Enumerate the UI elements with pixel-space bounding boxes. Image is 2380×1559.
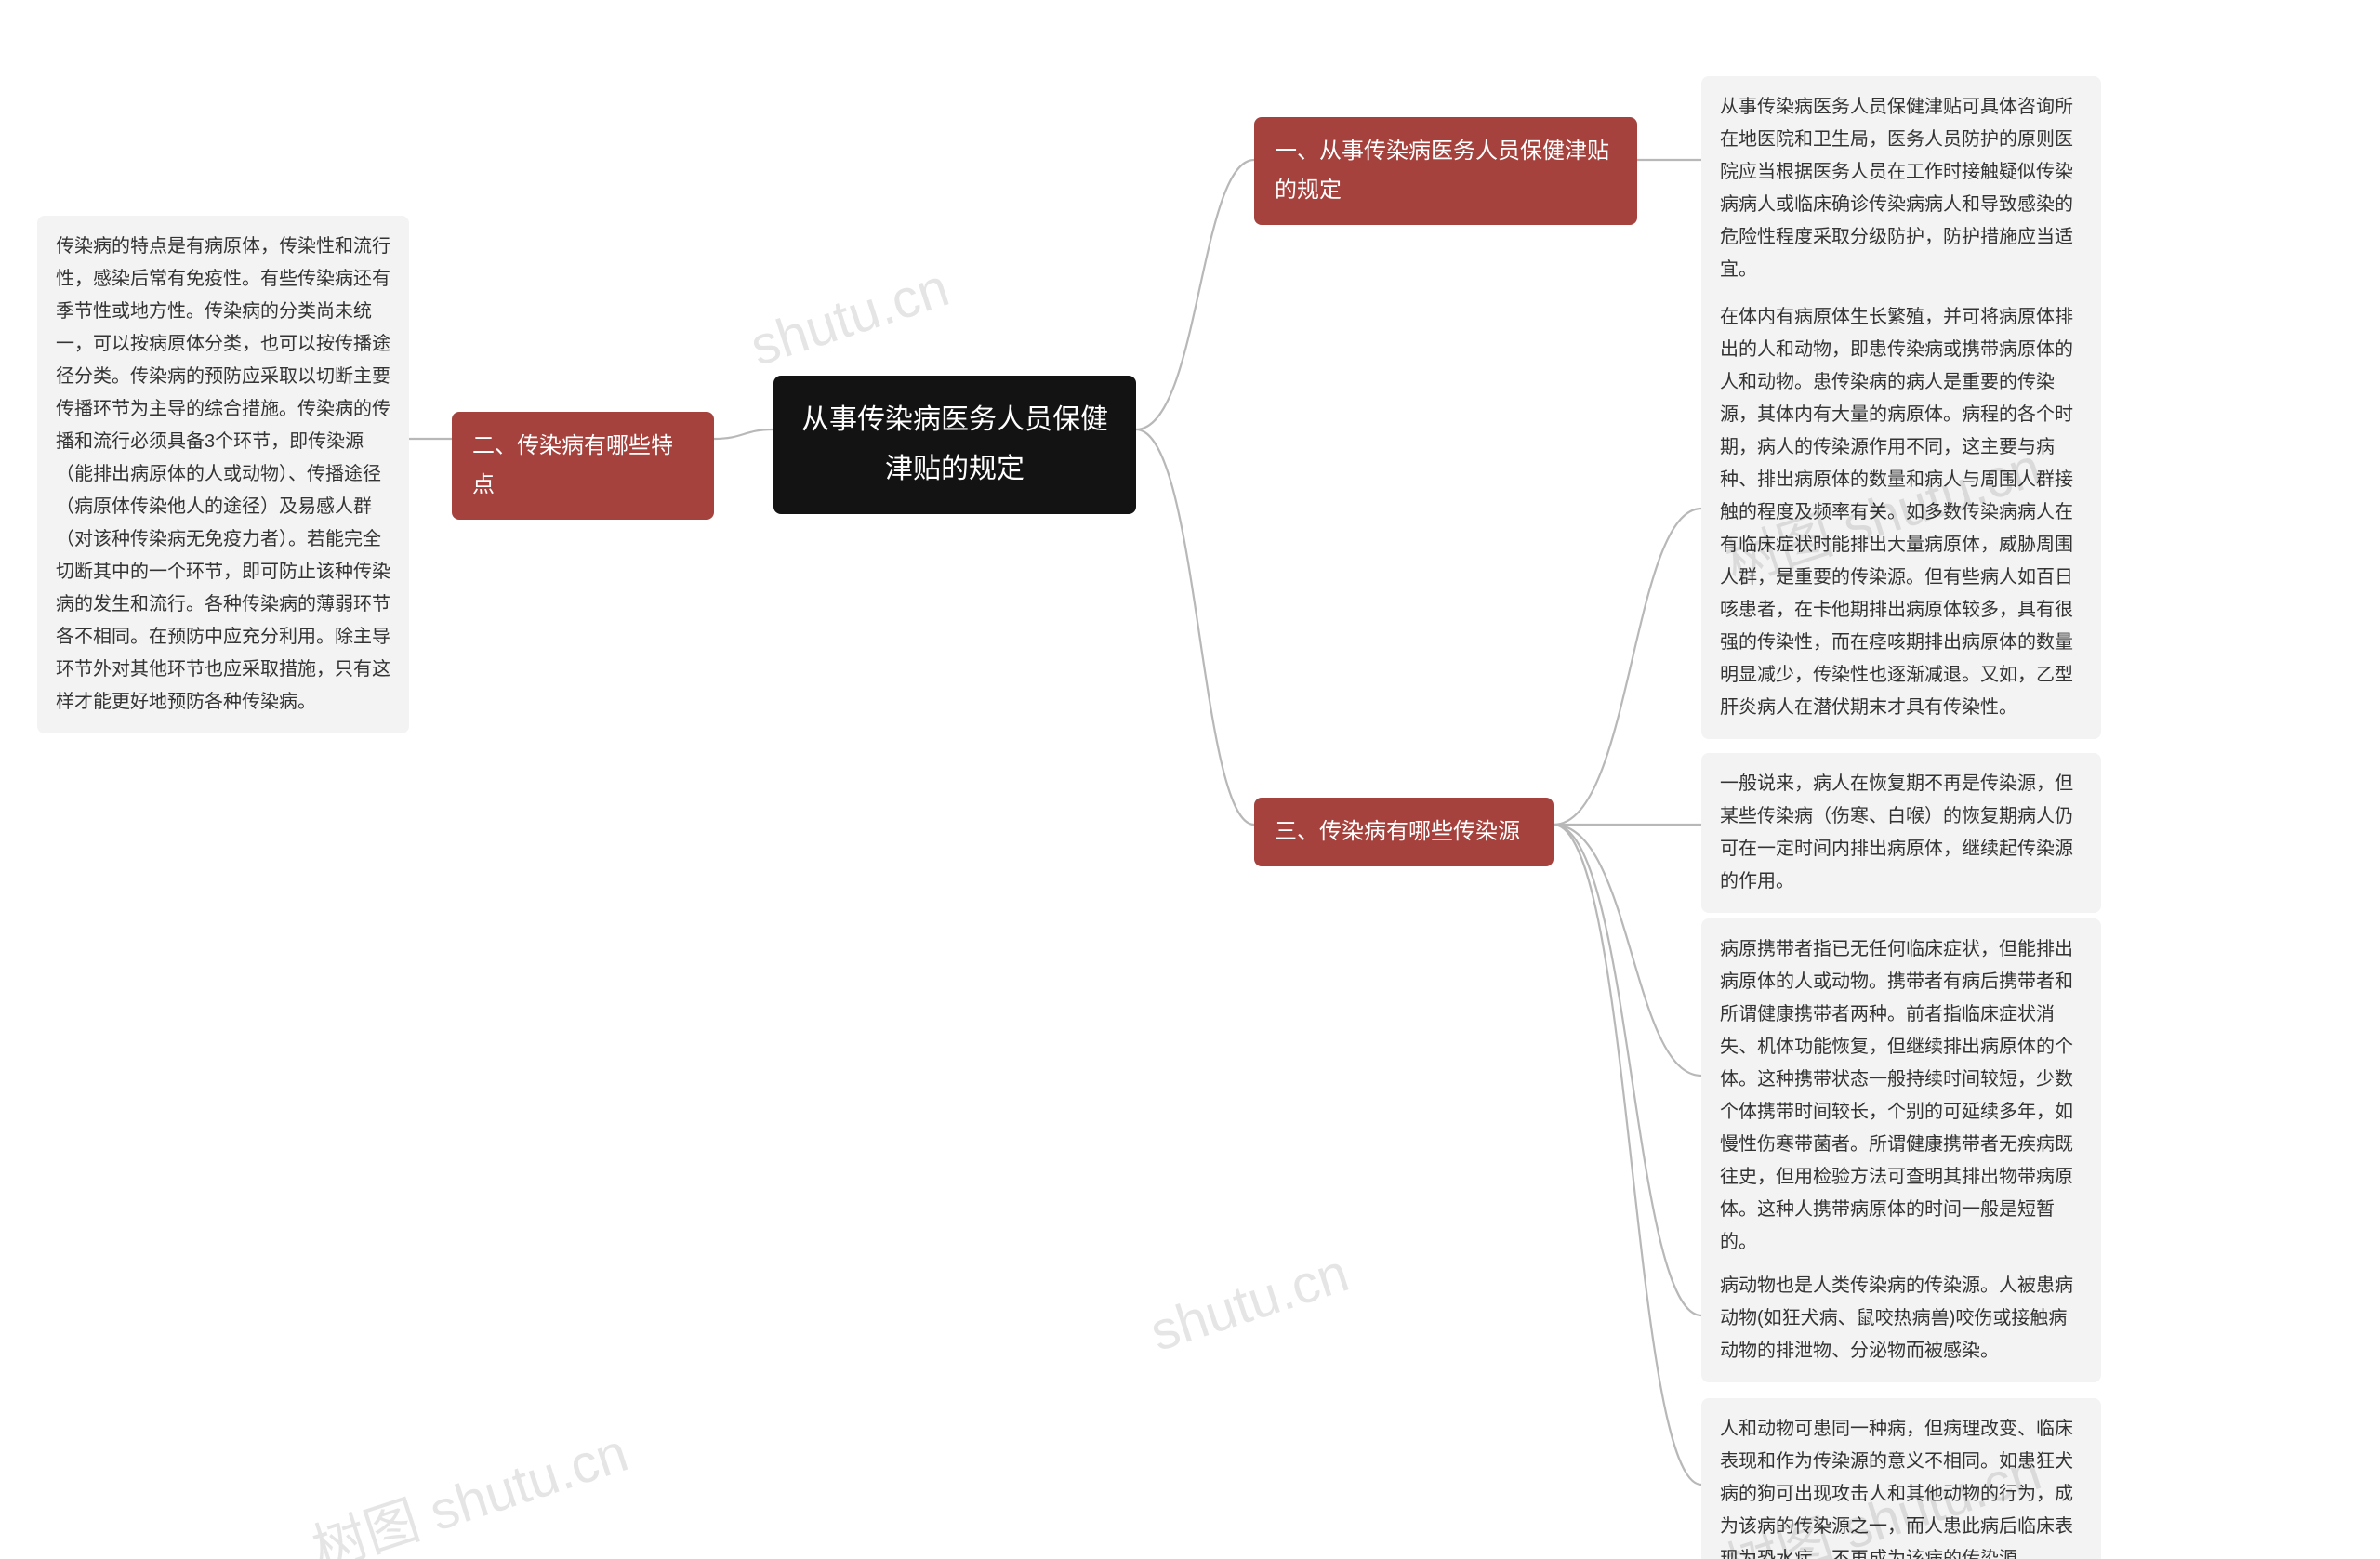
leaf-3-1-text: 在体内有病原体生长繁殖，并可将病原体排出的人和动物，即患传染病或携带病原体的人和… bbox=[1720, 307, 2073, 718]
root-line2: 津贴的规定 bbox=[885, 454, 1025, 484]
leaf-3-2[interactable]: 一般说来，病人在恢复期不再是传染源，但某些传染病（伤寒、白喉）的恢复期病人仍可在… bbox=[1701, 753, 2101, 913]
leaf-3-4[interactable]: 病动物也是人类传染病的传染源。人被患病动物(如狂犬病、鼠咬热病兽)咬伤或接触病动… bbox=[1701, 1255, 2101, 1382]
branch-2-text: 二、传染病有哪些特点 bbox=[472, 433, 673, 497]
root-line1: 从事传染病医务人员保健 bbox=[801, 404, 1108, 435]
leaf-3-5-text: 人和动物可患同一种病，但病理改变、临床表现和作为传染源的意义不相同。如患狂犬病的… bbox=[1720, 1419, 2073, 1559]
branch-2[interactable]: 二、传染病有哪些特点 bbox=[452, 412, 714, 520]
leaf-3-3-text: 病原携带者指已无任何临床症状，但能排出病原体的人或动物。携带者有病后携带者和所谓… bbox=[1720, 939, 2073, 1252]
branch-1-line1: 一、从事传染病医务人员保健津贴 bbox=[1275, 139, 1609, 164]
watermark-4: shutu.cn bbox=[1143, 1242, 1355, 1364]
root-node[interactable]: 从事传染病医务人员保健 津贴的规定 bbox=[774, 376, 1136, 514]
leaf-3-4-text: 病动物也是人类传染病的传染源。人被患病动物(如狂犬病、鼠咬热病兽)咬伤或接触病动… bbox=[1720, 1275, 2073, 1361]
watermark-3: 树图 shutu.cn bbox=[301, 1409, 636, 1559]
leaf-3-5[interactable]: 人和动物可患同一种病，但病理改变、临床表现和作为传染源的意义不相同。如患狂犬病的… bbox=[1701, 1398, 2101, 1559]
leaf-2[interactable]: 传染病的特点是有病原体，传染性和流行性，感染后常有免疫性。有些传染病还有季节性或… bbox=[37, 216, 409, 733]
leaf-3-2-text: 一般说来，病人在恢复期不再是传染源，但某些传染病（伤寒、白喉）的恢复期病人仍可在… bbox=[1720, 773, 2073, 892]
branch-3-text: 三、传染病有哪些传染源 bbox=[1275, 819, 1520, 844]
branch-1-line2: 的规定 bbox=[1275, 178, 1342, 203]
leaf-1[interactable]: 从事传染病医务人员保健津贴可具体咨询所在地医院和卫生局，医务人员防护的原则医院应… bbox=[1701, 76, 2101, 301]
watermark-1: shutu.cn bbox=[743, 257, 956, 378]
leaf-1-text: 从事传染病医务人员保健津贴可具体咨询所在地医院和卫生局，医务人员防护的原则医院应… bbox=[1720, 97, 2073, 280]
branch-1[interactable]: 一、从事传染病医务人员保健津贴 的规定 bbox=[1254, 117, 1637, 225]
leaf-3-3[interactable]: 病原携带者指已无任何临床症状，但能排出病原体的人或动物。携带者有病后携带者和所谓… bbox=[1701, 918, 2101, 1274]
branch-3[interactable]: 三、传染病有哪些传染源 bbox=[1254, 798, 1554, 866]
leaf-2-text: 传染病的特点是有病原体，传染性和流行性，感染后常有免疫性。有些传染病还有季节性或… bbox=[56, 236, 390, 712]
leaf-3-1[interactable]: 在体内有病原体生长繁殖，并可将病原体排出的人和动物，即患传染病或携带病原体的人和… bbox=[1701, 286, 2101, 739]
